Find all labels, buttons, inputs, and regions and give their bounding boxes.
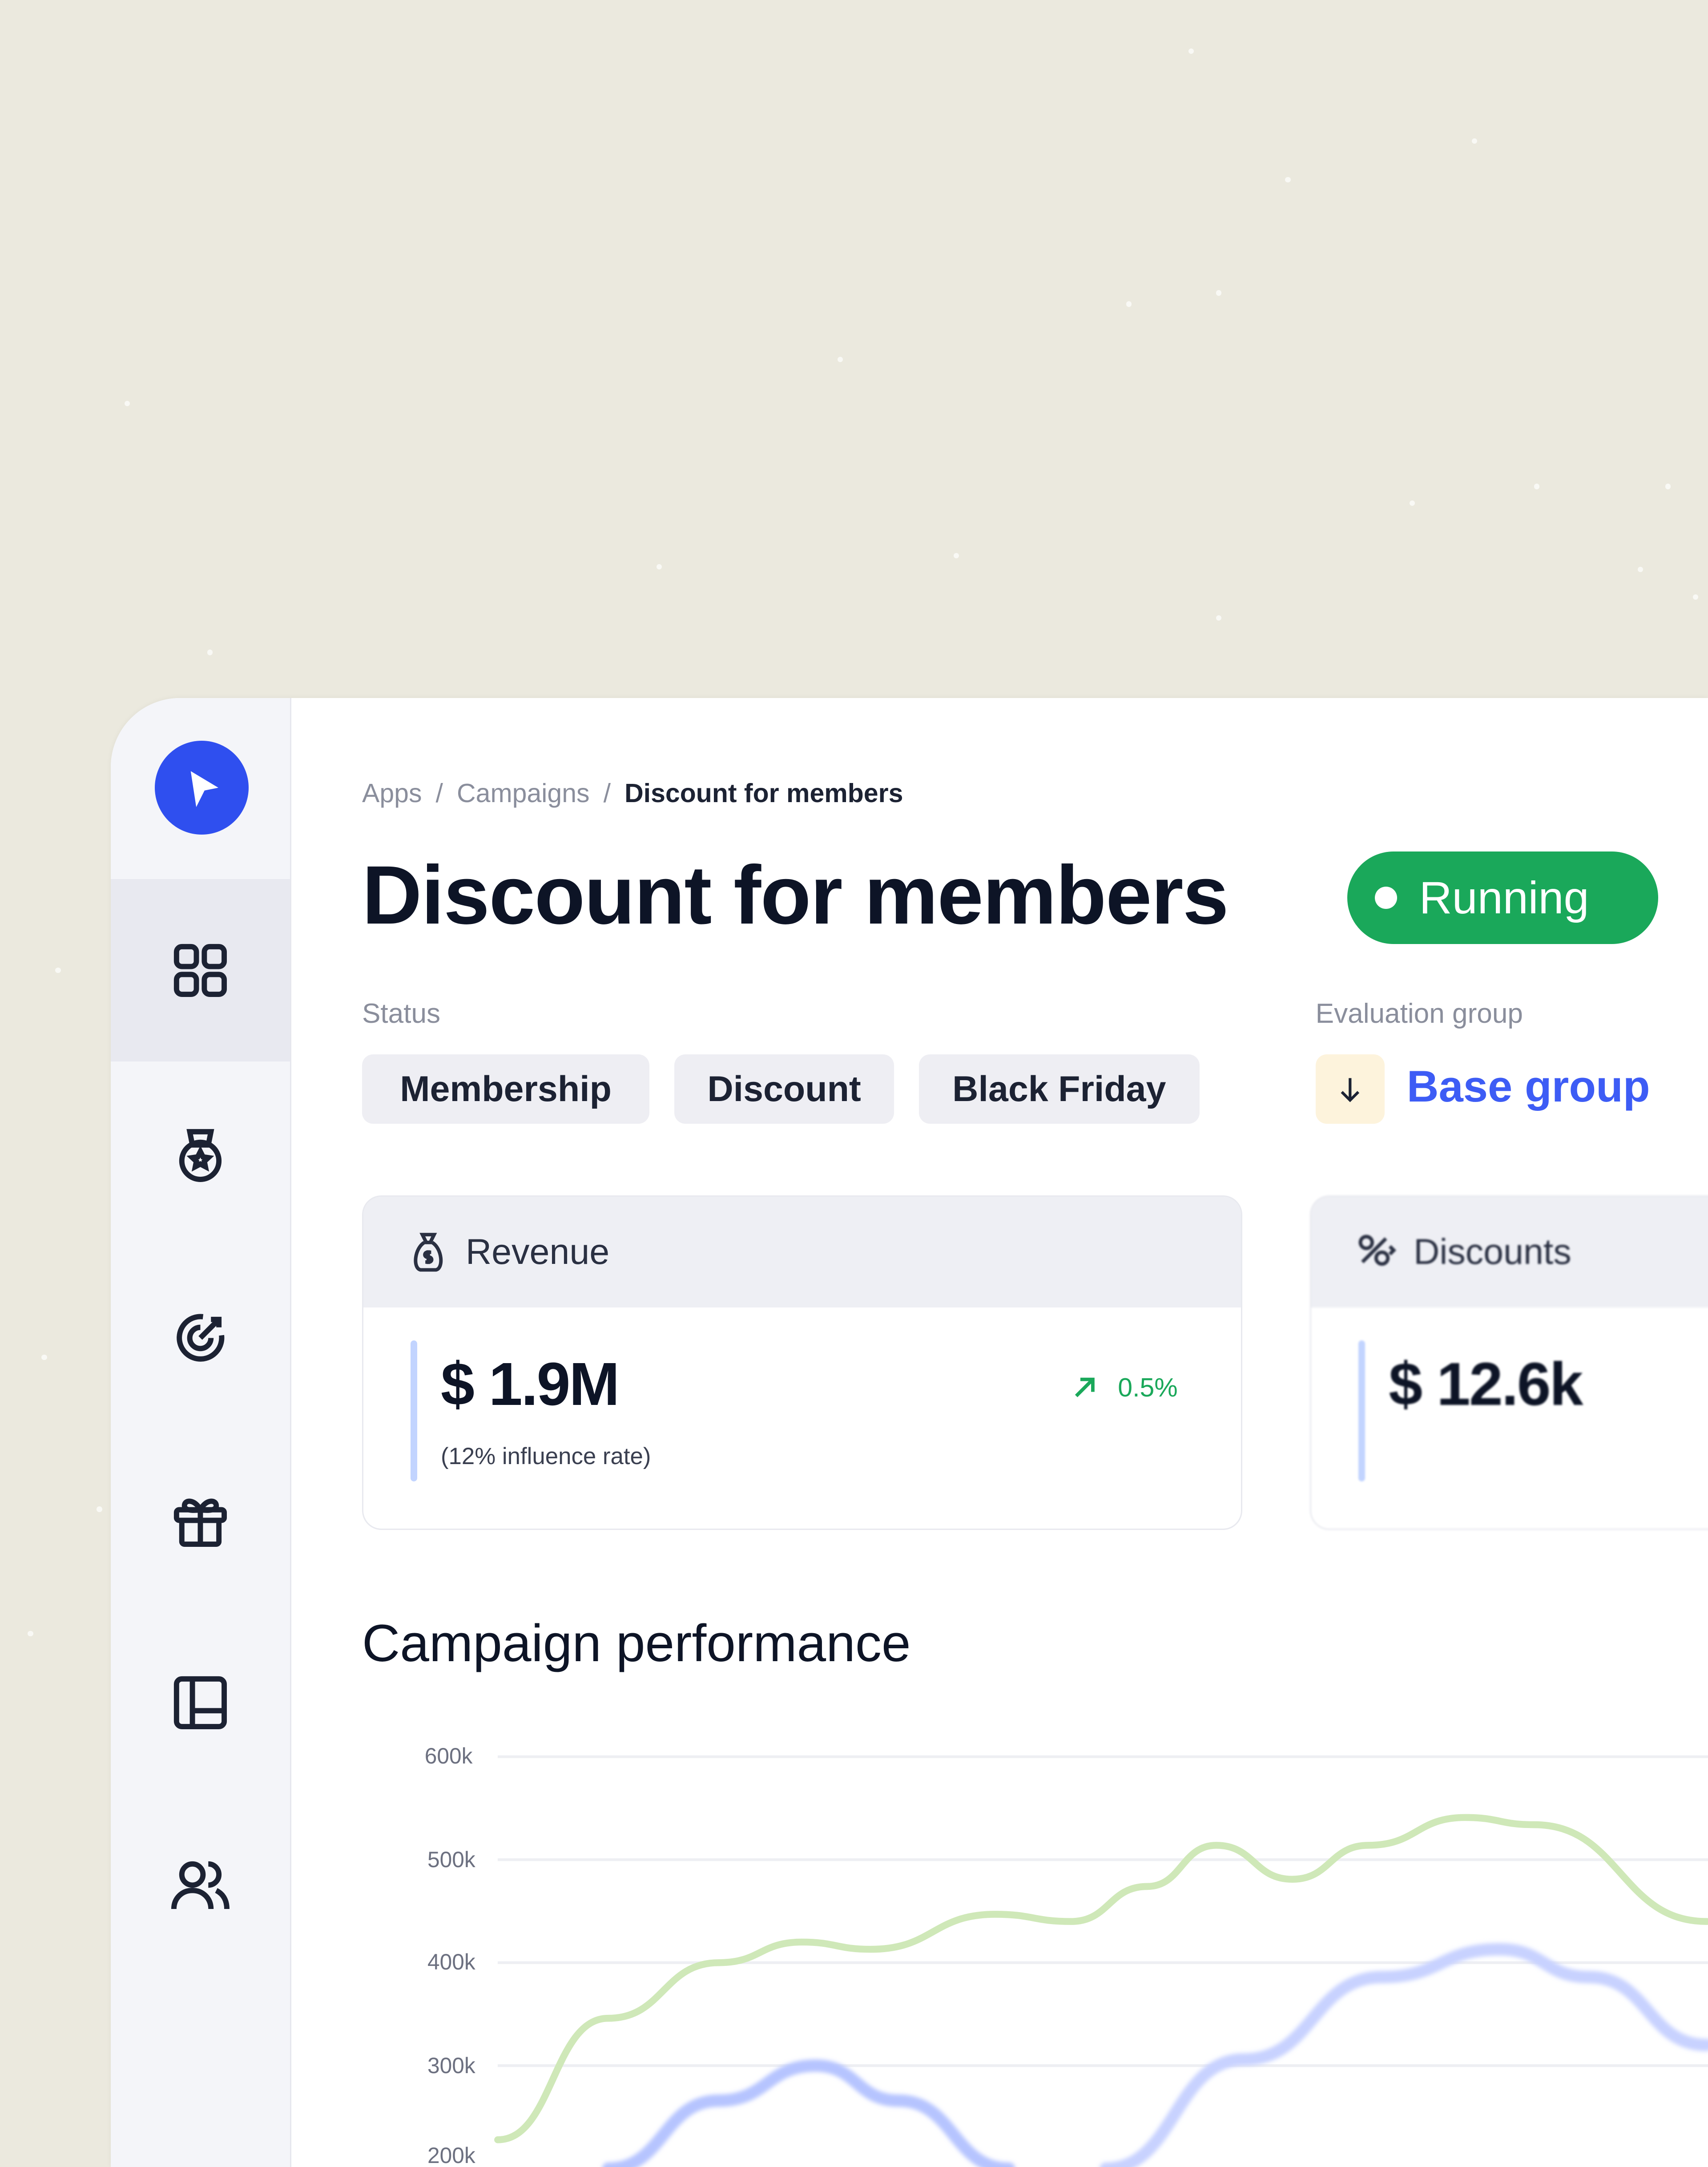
background-speck [1409,500,1415,506]
medal-icon [179,1129,222,1182]
page-title: Discount for members [362,848,1229,942]
target-icon [177,1314,225,1362]
sidebar-item-campaigns[interactable] [111,1247,290,1429]
background-speck [28,1631,33,1637]
revenue-change: 0.5% [1068,1371,1178,1404]
background-speck [55,967,61,973]
breadcrumb: Apps / Campaigns / Discount for members [362,778,903,808]
discounts-card: Discounts $ 12.6k [1310,1195,1708,1530]
revenue-title: Revenue [465,1232,610,1272]
breadcrumb-campaigns[interactable]: Campaigns [457,779,590,808]
trend-up-icon [1075,1377,1095,1397]
gift-icon [173,1498,227,1547]
performance-chart [494,1755,1708,2167]
grid-icon [173,944,227,997]
revenue-card: Revenue $ 1.9M (12% influence rate) 0.5% [362,1195,1242,1530]
y-tick-label: 400k [427,1949,475,1974]
discounts-title: Discounts [1414,1232,1571,1272]
breadcrumb-separator: / [435,779,443,808]
discounts-accent-bar [1358,1340,1366,1482]
chart-title: Campaign performance [362,1614,911,1673]
money-bag-icon [414,1233,443,1272]
revenue-value: $ 1.9M [440,1350,620,1418]
layout-icon [173,1676,227,1730]
discounts-card-header: Discounts [1311,1197,1708,1307]
background-speck [1534,484,1539,489]
discount-icon [1359,1235,1397,1266]
status-label: Status [362,998,441,1029]
status-badge: Running [1347,851,1659,944]
sidebar-item-dashboard[interactable] [110,879,290,1061]
y-tick-label: 200k [427,2143,475,2167]
background-speck [837,356,843,362]
background-speck [1665,484,1671,489]
logo-arrow-icon [190,771,218,807]
background-speck [1637,566,1643,573]
background-speck [41,1354,47,1360]
tag-discount[interactable]: Discount [674,1054,894,1124]
background-speck [1216,615,1222,621]
status-badge-label: Running [1419,872,1589,923]
background-speck [656,564,662,569]
sidebar-item-rewards[interactable] [111,1064,290,1247]
series-line-1 [602,2059,1015,2167]
background-speck [953,553,959,559]
tag-membership[interactable]: Membership [362,1054,650,1124]
app-window: Apps / Campaigns / Discount for members Disc… [110,698,1708,2167]
y-tick-label: 300k [427,2053,475,2078]
revenue-note: (12% influence rate) [440,1443,651,1470]
series-line-2 [1099,1943,1708,2167]
background-speck [1692,594,1699,600]
background-speck [1471,138,1478,144]
discounts-value: $ 12.6k [1389,1350,1583,1418]
evaluation-group-label: Evaluation group [1315,998,1523,1029]
series-line-0 [494,1814,1708,2143]
background-speck [1285,177,1291,183]
breadcrumb-apps[interactable]: Apps [362,779,422,808]
users-icon [171,1861,230,1909]
revenue-change-value: 0.5% [1118,1373,1178,1403]
sidebar [110,698,292,2167]
background-speck [207,650,213,655]
status-dot-icon [1375,886,1397,909]
background-speck [1216,290,1222,296]
sidebar-item-gifts[interactable] [111,1429,290,1611]
background-speck [124,400,130,407]
background-speck [97,1506,102,1512]
arrow-down-icon [1315,1054,1385,1124]
breadcrumb-separator: / [603,779,611,808]
background-speck [1188,48,1194,54]
sidebar-item-users[interactable] [111,1794,290,1977]
tag-black-friday[interactable]: Black Friday [919,1054,1200,1124]
background-speck [1126,301,1132,307]
breadcrumb-current: Discount for members [624,779,903,808]
revenue-card-header: Revenue [363,1197,1241,1307]
evaluation-group-link[interactable]: Base group [1406,1062,1650,1111]
logo[interactable] [154,741,249,835]
y-tick-label: 600k [424,1743,473,1768]
sidebar-item-catalog[interactable] [111,1612,290,1794]
y-tick-label: 500k [427,1847,475,1872]
revenue-accent-bar [410,1340,418,1482]
